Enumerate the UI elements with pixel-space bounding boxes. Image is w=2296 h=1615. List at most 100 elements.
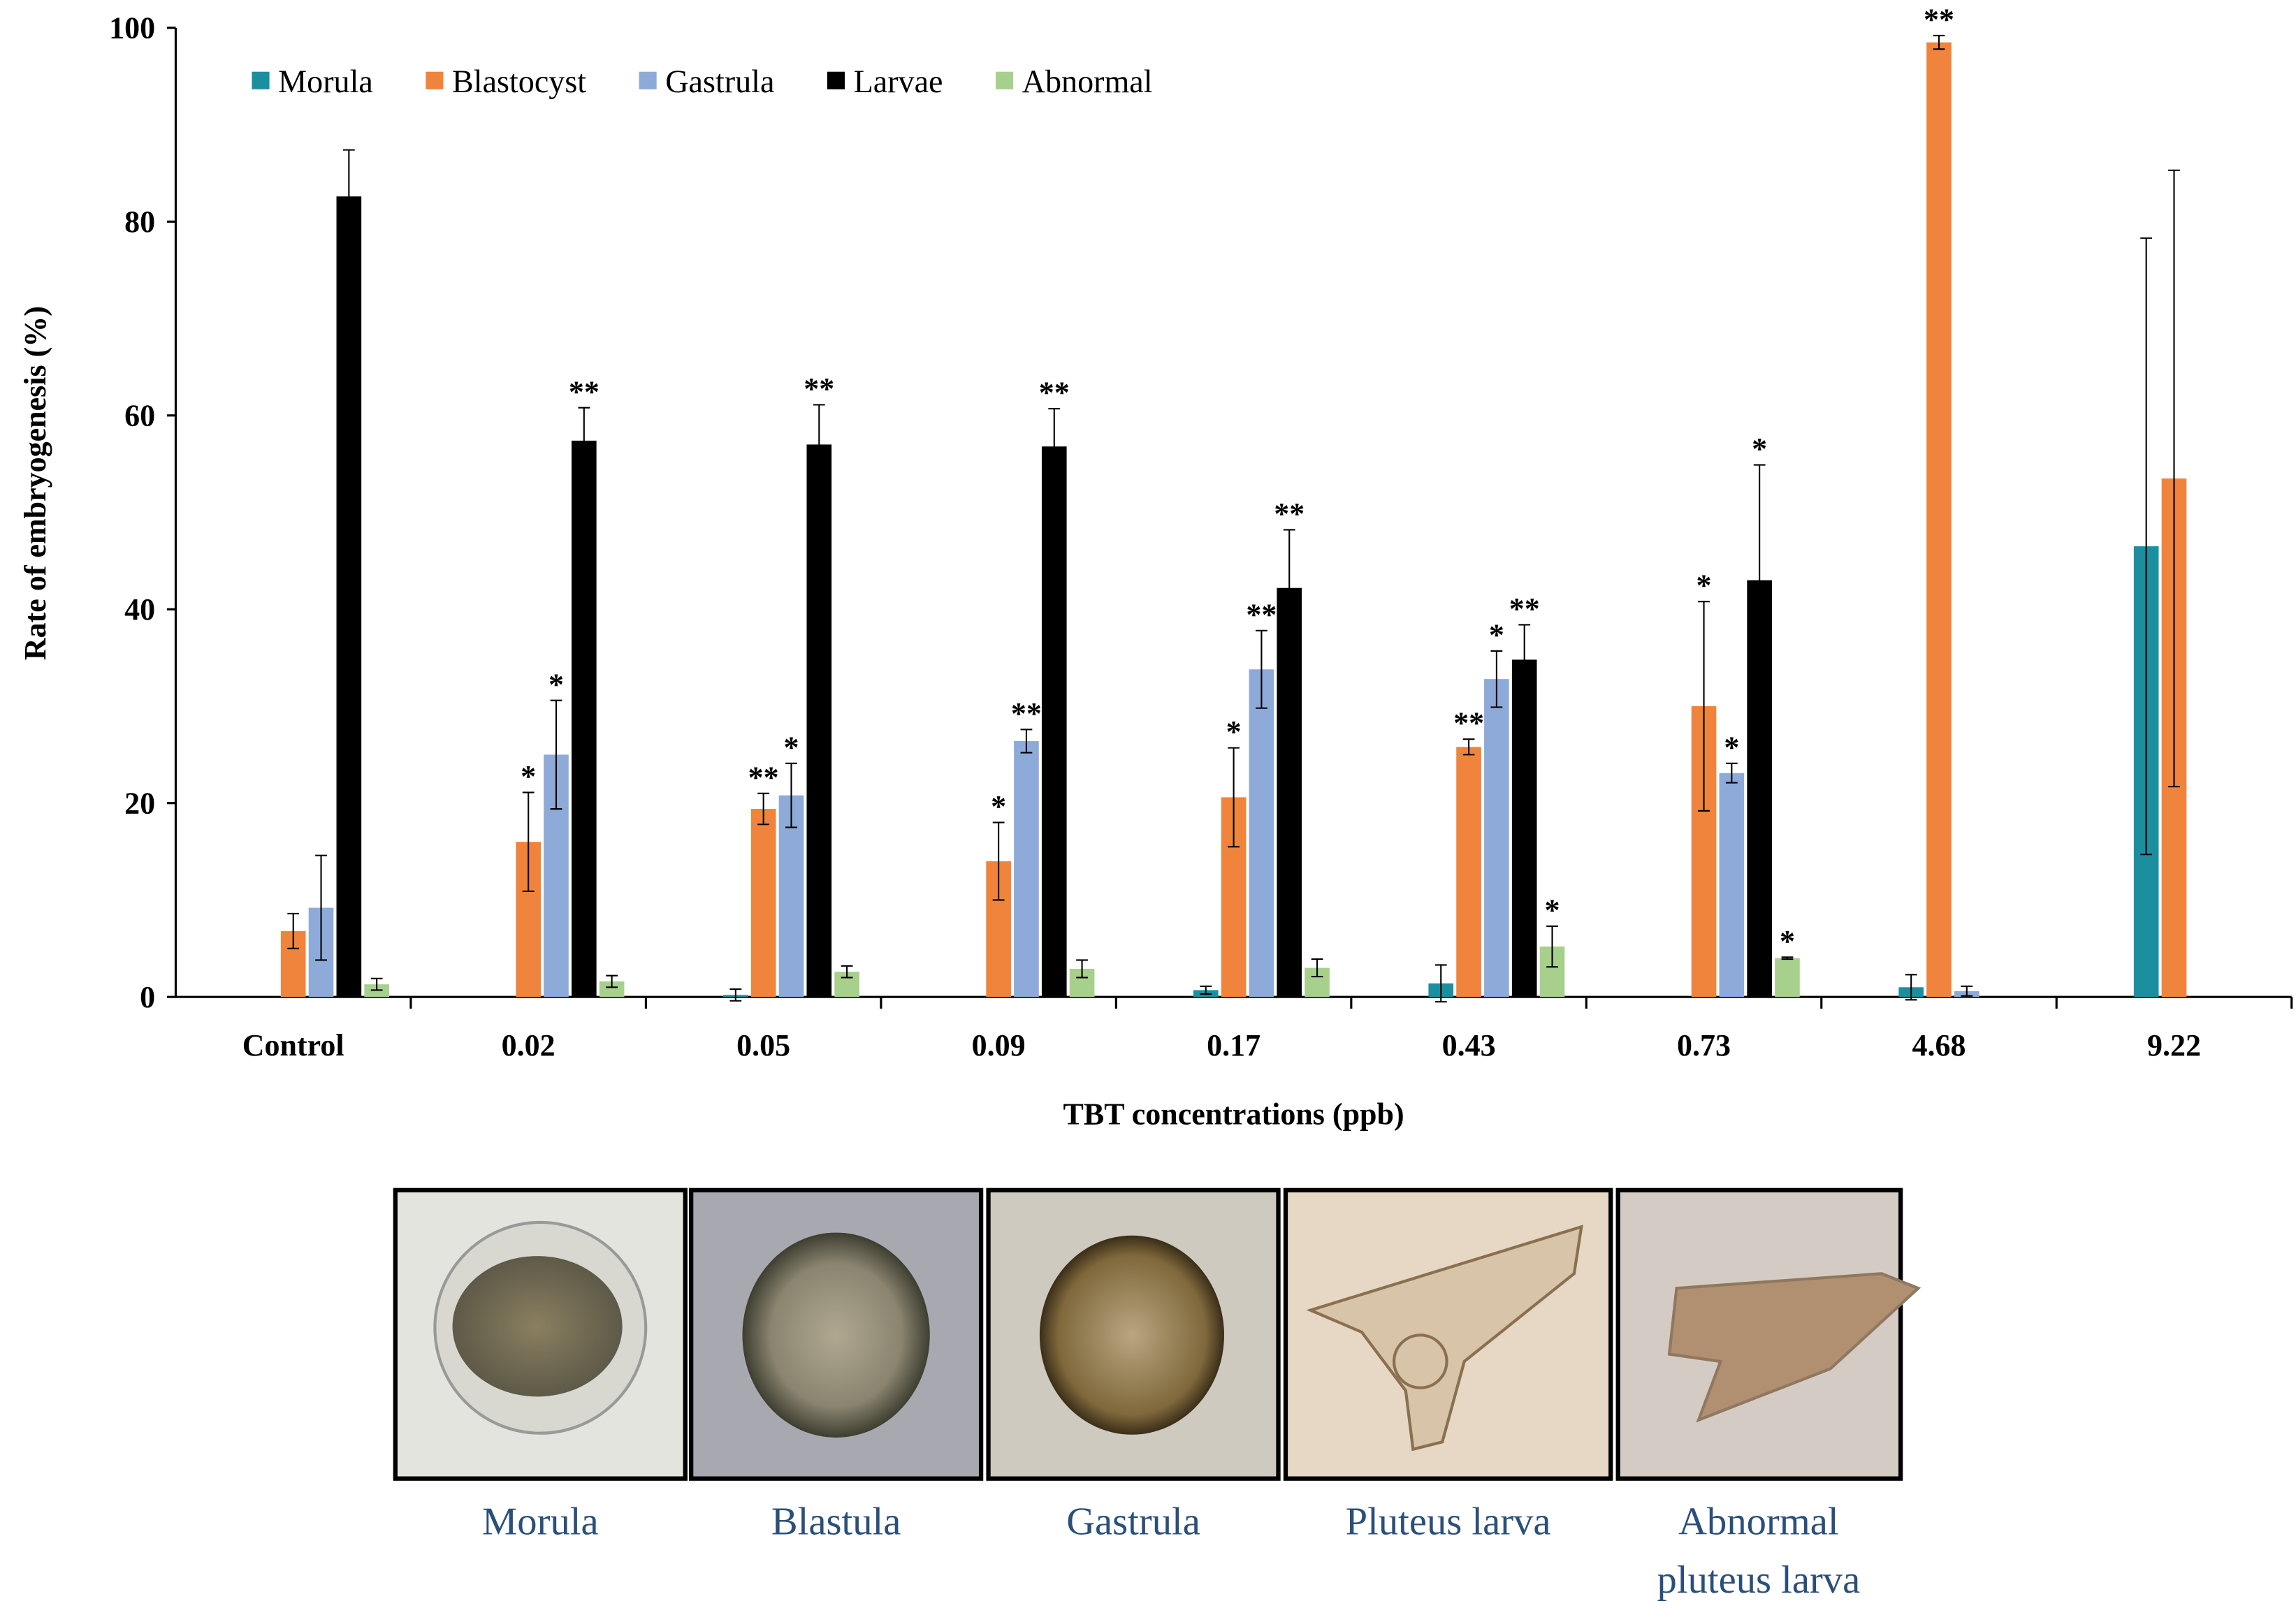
significance-label: *: [1545, 893, 1560, 928]
error-bar: [1781, 956, 1794, 960]
error-bar: [287, 912, 300, 949]
legend-swatch: [426, 71, 444, 89]
bar: [1511, 659, 1537, 998]
error-bar: [578, 407, 590, 475]
significance-label: *: [991, 789, 1006, 824]
error-bar: [992, 821, 1005, 901]
bar: [1277, 587, 1302, 998]
y-tick-label: 40: [124, 592, 155, 627]
y-tick-label: 20: [124, 786, 155, 820]
error-bar: [785, 762, 797, 828]
error-bar: [1462, 738, 1475, 756]
error-bar: [1283, 529, 1295, 648]
significance-label: *: [1696, 569, 1712, 603]
error-bar: [1076, 959, 1088, 979]
image-caption: Morula: [482, 1500, 599, 1543]
significance-label: *: [1780, 924, 1795, 958]
error-bar: [1546, 925, 1558, 968]
image-caption: pluteus larva: [1657, 1558, 1861, 1602]
y-tick-label: 60: [124, 398, 155, 432]
significance-label: **: [1509, 592, 1540, 626]
error-bar: [2168, 169, 2180, 788]
legend-swatch: [827, 71, 845, 89]
bar: [336, 196, 362, 998]
legend-swatch: [995, 71, 1014, 89]
image-content: [1306, 1225, 1583, 1452]
significance-label: **: [569, 374, 600, 409]
error-bar: [370, 977, 383, 991]
significance-label: **: [1011, 696, 1042, 731]
legend-swatch: [252, 71, 270, 89]
bar: [599, 981, 625, 998]
error-bar: [1311, 958, 1323, 978]
error-bar: [1518, 624, 1531, 696]
error-bar: [606, 974, 618, 988]
error-bar: [1020, 729, 1033, 754]
significance-label: *: [548, 667, 564, 701]
error-bar: [813, 404, 825, 485]
significance-label: **: [1453, 706, 1484, 740]
x-tick-label: 0.43: [1442, 1028, 1496, 1062]
error-bar: [1434, 964, 1447, 1003]
bar: [1014, 740, 1039, 998]
error-bar: [757, 792, 770, 826]
error-bar: [1490, 650, 1503, 708]
error-bar: [2140, 237, 2153, 856]
bar: [1484, 679, 1509, 998]
error-bar: [1933, 34, 1945, 50]
image-caption: Pluteus larva: [1346, 1500, 1551, 1543]
significance-label: **: [804, 372, 834, 406]
bar: [1041, 446, 1067, 998]
x-tick-label: 0.09: [972, 1028, 1026, 1062]
y-tick-label: 100: [109, 10, 155, 45]
specimen-images: [393, 1188, 1921, 1481]
x-tick-label: 0.73: [1677, 1028, 1731, 1062]
significance-label: **: [1246, 597, 1277, 631]
legend-label: Morula: [278, 64, 373, 99]
bar: [1775, 958, 1800, 998]
legend-label: Abnormal: [1022, 64, 1153, 99]
legend-label: Larvae: [854, 64, 943, 99]
error-bar: [1725, 762, 1738, 784]
error-bar: [841, 965, 853, 979]
legend-swatch: [639, 71, 657, 89]
x-tick-label: 0.17: [1207, 1028, 1260, 1062]
image-content: [742, 1232, 930, 1438]
significance-label: *: [1226, 715, 1242, 749]
significance-label: **: [1274, 497, 1305, 531]
image-content: [452, 1256, 623, 1397]
image-caption: Gastrula: [1066, 1500, 1200, 1543]
bar: [1719, 773, 1745, 998]
image-caption: Blastula: [771, 1500, 901, 1543]
significance-label: *: [521, 759, 536, 794]
y-tick-label: 80: [124, 205, 155, 239]
error-bar: [1698, 601, 1710, 812]
significance-label: **: [1924, 3, 1954, 37]
error-bar: [1200, 985, 1212, 995]
bar: [778, 795, 804, 998]
image-content: [1392, 1333, 1448, 1389]
error-bar: [1256, 629, 1267, 709]
bar: [572, 440, 597, 998]
error-bar: [1228, 747, 1240, 848]
error-bar: [1961, 985, 1973, 997]
significance-label: *: [1724, 730, 1739, 764]
bar: [806, 444, 832, 998]
x-tick-label: 4.68: [1912, 1028, 1966, 1062]
x-axis-title: TBT concentrations (ppb): [1063, 1097, 1404, 1132]
x-tick-label: 9.22: [2147, 1028, 2201, 1062]
y-axis-title: Rate of embryogenesis (%): [18, 306, 52, 660]
bar: [1926, 42, 1952, 998]
x-tick-label: 0.05: [736, 1028, 790, 1062]
significance-label: **: [748, 760, 779, 794]
y-tick-label: 0: [140, 980, 155, 1014]
significance-label: **: [1039, 376, 1070, 410]
x-tick-label: 0.02: [502, 1028, 555, 1062]
bar: [1249, 669, 1274, 998]
error-bar: [729, 988, 742, 1002]
image-caption: Abnormal: [1678, 1500, 1838, 1543]
significance-label: *: [1752, 432, 1767, 466]
error-bar: [1905, 974, 1917, 1001]
